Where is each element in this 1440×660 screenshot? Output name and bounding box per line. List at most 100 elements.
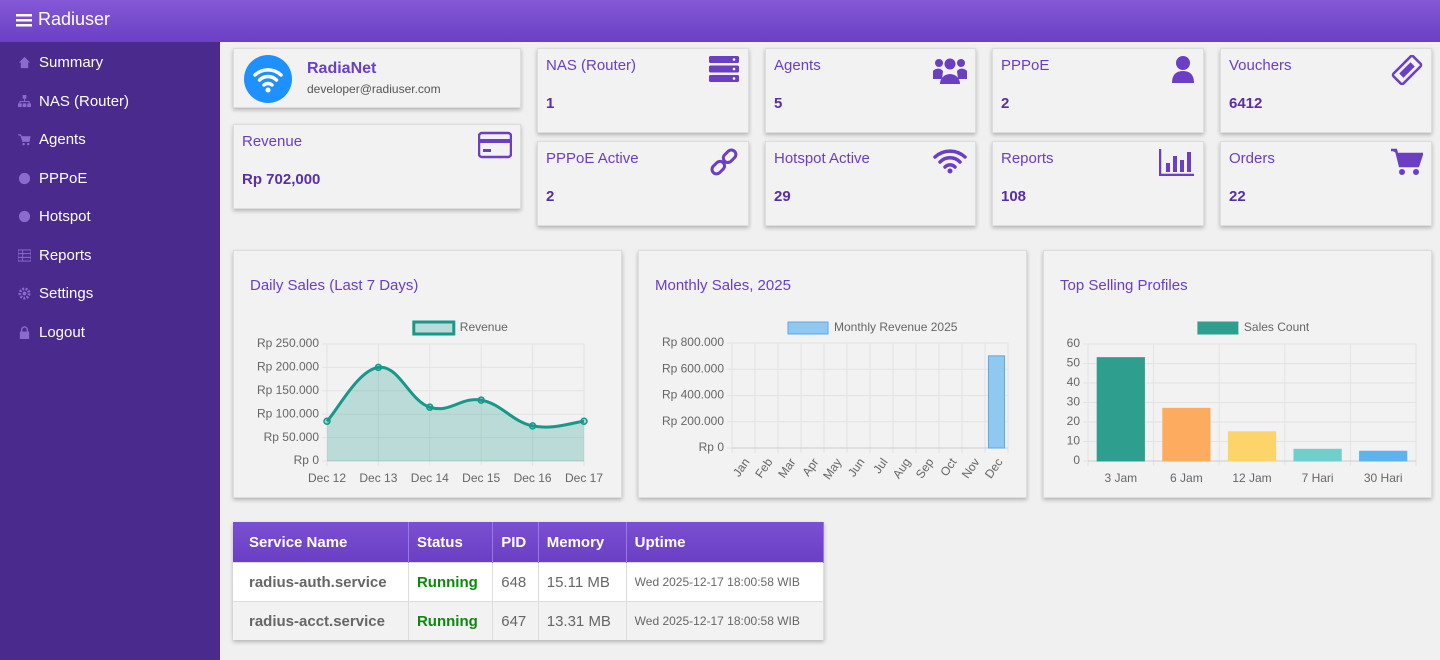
nav-label[interactable]: Settings — [39, 284, 94, 302]
x-tick-label: Dec 17 — [565, 471, 603, 485]
bar — [1162, 407, 1211, 462]
point — [323, 417, 331, 425]
brand[interactable]: Radiuser — [16, 9, 110, 30]
table-body: radius-auth.service Running 648 15.11 MB Wed… — [233, 562, 825, 640]
point — [374, 363, 383, 372]
nav-item[interactable]: Agents — [18, 127, 86, 151]
nav-item[interactable]: Logout — [18, 320, 85, 344]
x-tick-label: Dec 16 — [514, 471, 552, 485]
menu-icon[interactable] — [16, 13, 32, 27]
y-tick-label: Rp 250.000 — [257, 336, 319, 350]
x-tick-label: Nov — [959, 456, 983, 482]
nav-label[interactable]: NAS (Router) — [39, 92, 130, 110]
x-tick-label: 3 Jam — [1104, 471, 1137, 485]
bar — [1359, 450, 1408, 462]
card-icon — [1391, 148, 1423, 175]
card-icon — [710, 148, 738, 176]
card-value: Rp 702,000 — [242, 171, 321, 188]
nav-label[interactable]: Summary — [39, 53, 104, 71]
nav-item[interactable]: Summary — [18, 50, 103, 74]
table-header: Memory — [538, 522, 627, 563]
y-tick-label: Rp 0 — [294, 453, 320, 467]
card-icon — [933, 58, 967, 84]
x-tick-label: 6 Jam — [1170, 471, 1203, 485]
y-tick-label: Rp 200.000 — [257, 360, 319, 374]
x-tick-label: 12 Jam — [1232, 471, 1271, 485]
nav-label[interactable]: Reports — [39, 246, 92, 264]
legend-swatch — [787, 321, 829, 335]
legend-swatch — [412, 320, 456, 336]
stat-card: Vouchers 6412 — [1220, 48, 1432, 133]
x-tick-label: Jul — [870, 456, 890, 477]
nav-label[interactable]: PPPoE — [39, 169, 88, 187]
x-tick-label: Apr — [799, 456, 821, 479]
bar — [987, 355, 1006, 449]
table-header: PID — [492, 522, 539, 563]
bar — [1227, 431, 1277, 462]
card-value: 5 — [774, 95, 783, 112]
chart-title: Monthly Sales, 2025 — [655, 277, 791, 294]
sidebar: Summary NAS (Router) Agents PPPoE Hotspo… — [0, 42, 220, 660]
x-tick-label: Dec — [982, 456, 1006, 482]
nav-item[interactable]: PPPoE — [18, 166, 87, 190]
table-header: Uptime — [626, 522, 825, 563]
profile-card: RadiaNet developer@radiuser.com — [233, 48, 521, 108]
card-icon — [1159, 149, 1194, 176]
stat-card: Orders 22 — [1220, 141, 1432, 226]
x-tick-label: Oct — [937, 455, 960, 479]
x-tick-label: 7 Hari — [1302, 471, 1334, 485]
y-tick-label: Rp 800.000 — [662, 335, 724, 349]
nav-item[interactable]: Reports — [18, 243, 92, 267]
table-cell: Running — [408, 562, 494, 602]
point — [580, 417, 588, 425]
table-cell: 647 — [492, 601, 539, 640]
x-tick-label: Sep — [913, 455, 937, 481]
y-tick-label: Rp 0 — [699, 440, 725, 454]
profile-avatar — [244, 55, 292, 103]
card-label: Orders — [1229, 150, 1275, 167]
bar — [1096, 357, 1145, 462]
y-tick-label: 10 — [1067, 434, 1081, 448]
stat-card: Reports 108 — [992, 141, 1204, 226]
card-label: Revenue — [242, 133, 303, 150]
point — [528, 422, 537, 430]
nav-label[interactable]: Hotspot — [39, 207, 91, 225]
table-header: Service Name — [233, 522, 409, 563]
x-tick-label: Dec 14 — [411, 471, 449, 485]
x-tick-label: Dec 13 — [359, 471, 397, 485]
card-label: Agents — [774, 57, 821, 74]
card-icon — [1391, 55, 1423, 85]
point — [426, 403, 434, 411]
y-tick-label: 20 — [1067, 414, 1081, 428]
card-value: 6412 — [1229, 95, 1263, 112]
stat-card: Hotspot Active 29 — [765, 141, 976, 226]
x-tick-label: 30 Hari — [1364, 471, 1403, 485]
card-label: PPPoE Active — [546, 150, 639, 167]
profile-name: RadiaNet — [307, 60, 377, 77]
chart-title: Daily Sales (Last 7 Days) — [250, 277, 419, 294]
card-icon — [933, 149, 967, 174]
y-tick-label: Rp 400.000 — [662, 388, 724, 402]
card-value: 108 — [1001, 188, 1027, 205]
table-cell: Running — [408, 601, 494, 640]
table-cell: 13.31 MB — [538, 601, 627, 640]
app-title: Radiuser — [38, 9, 111, 29]
profile-email: developer@radiuser.com — [307, 82, 441, 96]
x-tick-label: Dec 12 — [308, 471, 346, 485]
table-cell: Wed 2025-12-17 18:00:58 WIB — [626, 562, 825, 602]
nav-label[interactable]: Agents — [39, 130, 86, 148]
card-value: 1 — [546, 95, 555, 112]
top-bar: Radiuser — [0, 0, 1440, 42]
nav-item[interactable]: Settings — [18, 281, 93, 305]
x-tick-label: Mar — [775, 456, 798, 481]
table-header-row: Service Name Status PID Memory Uptime — [233, 522, 825, 563]
card-icon — [478, 131, 512, 159]
stat-card: NAS (Router) 1 — [537, 48, 749, 133]
table-cell: 15.11 MB — [538, 562, 627, 602]
nav-item[interactable]: NAS (Router) — [18, 89, 129, 113]
nav-label[interactable]: Logout — [39, 323, 85, 341]
nav-item[interactable]: Hotspot — [18, 204, 91, 228]
chart: Rp 0 Rp 200.000 Rp 400.000 Rp 600.000 Rp 800… — [662, 320, 1009, 482]
bar — [1293, 448, 1342, 462]
stat-card: PPPoE Active 2 — [537, 141, 749, 226]
